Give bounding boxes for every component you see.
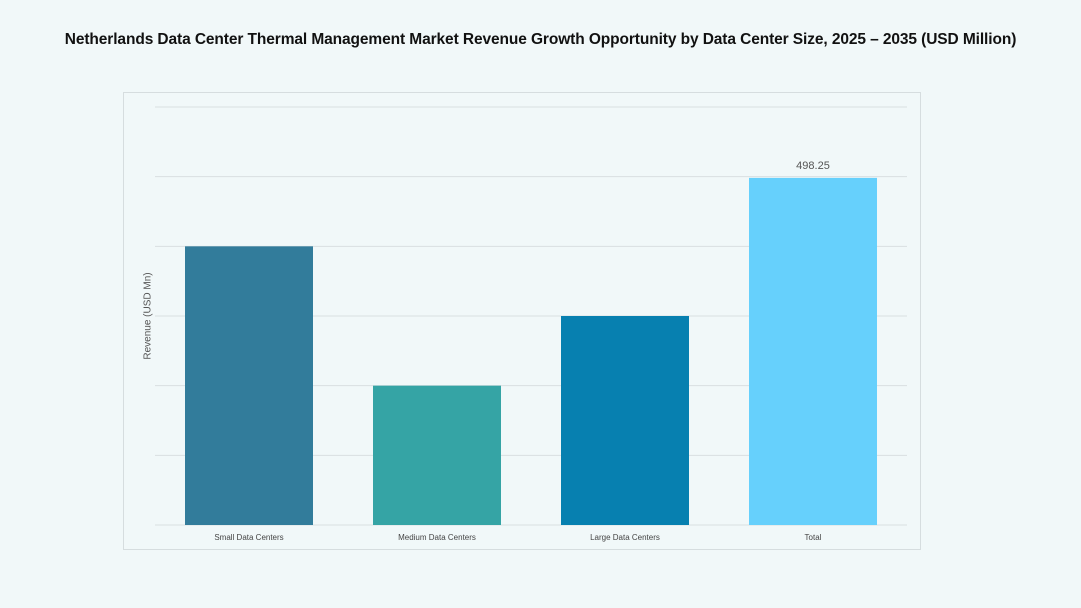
x-tick-label: Large Data Centers (590, 533, 660, 542)
x-tick-label: Small Data Centers (214, 533, 283, 542)
bar-medium-data-centers (373, 385, 501, 525)
x-tick-label: Medium Data Centers (398, 533, 476, 542)
bar-large-data-centers (561, 316, 689, 525)
x-tick-label: Total (805, 533, 822, 542)
bar-small-data-centers (185, 246, 313, 526)
data-label: 498.25 (796, 160, 830, 172)
bar-total (749, 177, 877, 525)
chart-title: Netherlands Data Center Thermal Manageme… (64, 31, 1017, 48)
